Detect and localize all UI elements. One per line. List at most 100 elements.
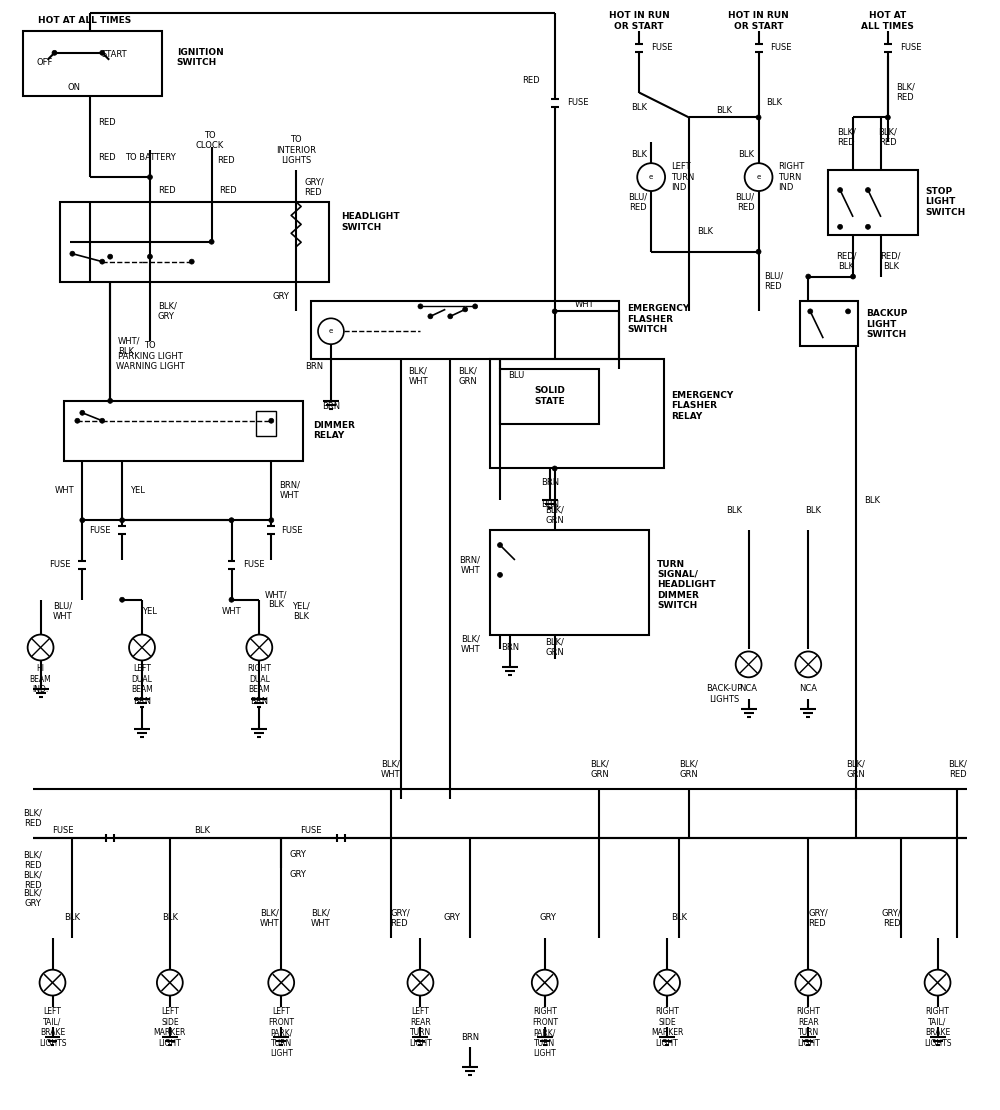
Text: GRY: GRY xyxy=(443,914,460,922)
Text: RED: RED xyxy=(158,185,176,194)
Circle shape xyxy=(552,466,557,471)
Text: START: START xyxy=(101,50,127,59)
Text: RIGHT
REAR
TURN
LIGHT: RIGHT REAR TURN LIGHT xyxy=(796,1008,820,1048)
Circle shape xyxy=(189,259,194,264)
Text: BLK/
RED: BLK/ RED xyxy=(837,128,856,147)
Text: BRN: BRN xyxy=(322,402,340,412)
Circle shape xyxy=(865,224,870,230)
Text: TO BATTERY: TO BATTERY xyxy=(125,153,175,162)
Text: HOT AT
ALL TIMES: HOT AT ALL TIMES xyxy=(861,11,914,31)
Text: RED/
BLK: RED/ BLK xyxy=(881,252,901,271)
Text: BLK: BLK xyxy=(739,150,755,159)
Circle shape xyxy=(418,304,423,309)
Text: GRY/
RED: GRY/ RED xyxy=(304,178,324,196)
Text: BLK/
GRN: BLK/ GRN xyxy=(545,505,564,525)
Circle shape xyxy=(147,254,152,259)
Circle shape xyxy=(463,306,468,312)
Circle shape xyxy=(846,309,851,314)
Text: TO
PARKING LIGHT
WARNING LIGHT: TO PARKING LIGHT WARNING LIGHT xyxy=(116,341,184,371)
Text: e: e xyxy=(649,174,653,180)
Text: BLK/
WHT: BLK/ WHT xyxy=(260,908,279,928)
Text: BRN: BRN xyxy=(541,478,559,487)
Text: GRY/
RED: GRY/ RED xyxy=(391,908,410,928)
Text: BLK/
RED: BLK/ RED xyxy=(23,809,42,828)
Text: BLK: BLK xyxy=(194,826,210,835)
Text: BLK/
WHT: BLK/ WHT xyxy=(460,635,480,654)
Circle shape xyxy=(80,411,85,415)
Text: RED/
BLK: RED/ BLK xyxy=(836,252,856,271)
Text: HOT AT ALL TIMES: HOT AT ALL TIMES xyxy=(38,17,131,26)
Text: LEFT
SIDE
MARKER
LIGHT: LEFT SIDE MARKER LIGHT xyxy=(154,1008,186,1048)
Text: YEL/
BLK: YEL/ BLK xyxy=(292,602,310,622)
Circle shape xyxy=(865,188,870,192)
Text: RIGHT
FRONT
PARK/
TURN
LIGHT: RIGHT FRONT PARK/ TURN LIGHT xyxy=(532,1008,558,1058)
Text: FUSE: FUSE xyxy=(89,526,110,535)
Circle shape xyxy=(498,573,502,577)
Text: HOT IN RUN
OR START: HOT IN RUN OR START xyxy=(609,11,670,31)
Text: FUSE: FUSE xyxy=(651,43,673,52)
Text: FUSE: FUSE xyxy=(900,43,921,52)
Bar xyxy=(60,202,329,282)
Text: BLK: BLK xyxy=(864,496,880,505)
Text: BLK/
GRN: BLK/ GRN xyxy=(847,759,865,778)
Circle shape xyxy=(808,309,813,314)
Text: GRY: GRY xyxy=(272,292,289,301)
Text: BLU: BLU xyxy=(508,372,524,381)
Text: e: e xyxy=(329,329,333,334)
Text: BLU/
RED: BLU/ RED xyxy=(765,272,784,291)
Text: FUSE: FUSE xyxy=(52,826,73,835)
Circle shape xyxy=(269,418,274,423)
Text: BLK/
RED: BLK/ RED xyxy=(23,870,42,890)
Circle shape xyxy=(756,250,761,254)
Text: BLK: BLK xyxy=(697,228,713,236)
Text: GRY: GRY xyxy=(289,870,306,879)
Text: BLK/
RED: BLK/ RED xyxy=(948,759,967,778)
Circle shape xyxy=(473,304,478,309)
Text: BLK/
WHT: BLK/ WHT xyxy=(409,366,428,385)
Text: BLK: BLK xyxy=(631,103,647,112)
Text: BRN/
WHT: BRN/ WHT xyxy=(459,555,480,575)
Text: BLK: BLK xyxy=(726,506,742,515)
Text: TO
CLOCK: TO CLOCK xyxy=(195,131,224,150)
Text: BRN: BRN xyxy=(250,697,268,706)
Text: BLK: BLK xyxy=(716,105,732,115)
Circle shape xyxy=(498,543,502,547)
Text: BLK/
WHT: BLK/ WHT xyxy=(381,759,400,778)
Text: BLU/
WHT: BLU/ WHT xyxy=(53,602,72,622)
Text: RED: RED xyxy=(98,153,116,162)
Text: RIGHT
SIDE
MARKER
LIGHT: RIGHT SIDE MARKER LIGHT xyxy=(651,1008,683,1048)
Circle shape xyxy=(229,597,234,603)
Circle shape xyxy=(100,418,105,423)
Text: BLK/
GRN: BLK/ GRN xyxy=(545,638,564,657)
Bar xyxy=(311,302,619,360)
Text: WHT/
BLK: WHT/ BLK xyxy=(265,591,288,609)
Text: YEL: YEL xyxy=(143,607,157,616)
Circle shape xyxy=(100,50,105,56)
Text: WHT/
BLK: WHT/ BLK xyxy=(118,336,141,356)
Circle shape xyxy=(209,240,214,244)
Bar xyxy=(64,401,303,461)
Text: IGNITION
SWITCH: IGNITION SWITCH xyxy=(177,48,224,68)
Text: DIMMER
RELAY: DIMMER RELAY xyxy=(313,421,355,441)
Text: FUSE: FUSE xyxy=(49,561,70,569)
Text: BLK: BLK xyxy=(64,914,80,922)
Text: BLK/
RED: BLK/ RED xyxy=(896,83,915,102)
Circle shape xyxy=(70,251,75,256)
Text: NCA: NCA xyxy=(799,684,817,694)
Text: BLK/
RED: BLK/ RED xyxy=(878,128,897,147)
Text: LEFT
TAIL/
BRAKE
LIGHTS: LEFT TAIL/ BRAKE LIGHTS xyxy=(39,1008,66,1048)
Circle shape xyxy=(885,115,890,120)
Circle shape xyxy=(756,115,761,120)
Circle shape xyxy=(100,259,105,264)
Circle shape xyxy=(851,274,856,279)
Bar xyxy=(828,170,918,235)
Text: RED: RED xyxy=(218,155,235,164)
Text: BLU/
RED: BLU/ RED xyxy=(628,192,647,212)
Text: GRY/
RED: GRY/ RED xyxy=(808,908,828,928)
Bar xyxy=(23,31,162,95)
Text: BLK/
GRY: BLK/ GRY xyxy=(158,302,177,321)
Text: BLU/
RED: BLU/ RED xyxy=(735,192,755,212)
Text: OFF: OFF xyxy=(36,58,53,68)
Circle shape xyxy=(838,224,843,230)
Text: BRN: BRN xyxy=(461,1032,479,1042)
